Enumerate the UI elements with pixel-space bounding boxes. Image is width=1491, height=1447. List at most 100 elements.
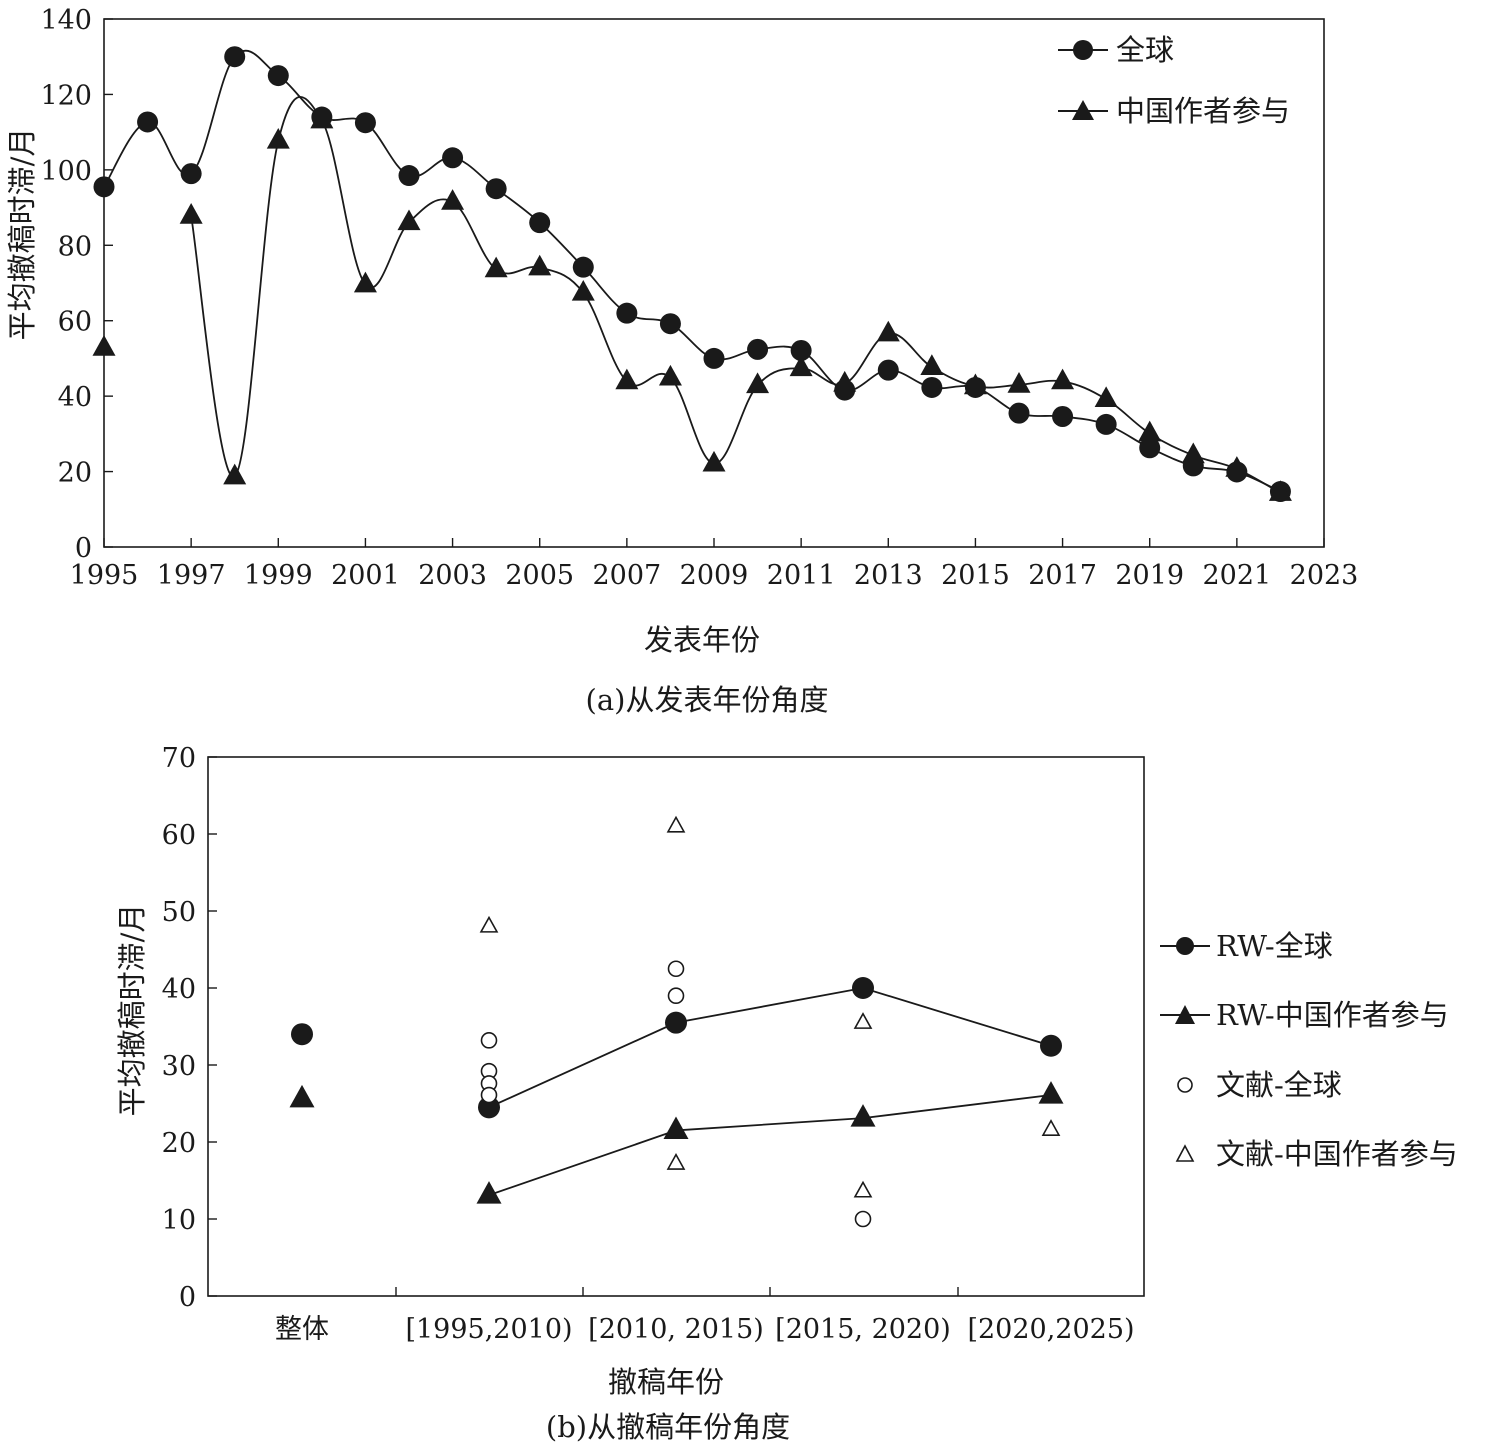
chart-a-series-1-point-2002	[397, 209, 421, 231]
chart-a-series-0-point-2014	[921, 376, 943, 398]
chart-b-series-0-point-0	[291, 1023, 313, 1046]
chart-a: 0 20 40 60 80 100 120 140 1995 1997 1999 2001 2003 2…	[5, 5, 1358, 717]
chart-a-series-1-point-2012	[833, 370, 857, 392]
chart-b-y-tick-label: 40	[162, 974, 196, 1005]
chart-b-y-ticks: 0 10 20 30 40 50 60 70	[162, 743, 217, 1313]
chart-a-series-0-point-2004	[485, 178, 507, 200]
chart-a-series-0-point-2001	[354, 112, 376, 134]
chart-b-series-0-point-3	[852, 977, 874, 999]
chart-a-series-1-point-2014	[920, 354, 944, 375]
chart-a-series-1-point-2008	[658, 364, 682, 386]
chart-b-plot-frame	[207, 756, 1145, 1297]
chart-a-series-0-point-2017	[1052, 406, 1074, 428]
chart-b-x-ticks: 整体 [1995,2010) [2010, 2015) [2015, 2020) [20…	[275, 1287, 1135, 1345]
legend-a-china-marker	[1072, 100, 1094, 120]
chart-a-series-0-point-2002	[398, 165, 420, 187]
chart-b-series-3-point-5	[1041, 1119, 1061, 1136]
chart-b-series-markers	[289, 815, 1064, 1228]
chart-b-series-1-point-3	[850, 1104, 876, 1127]
chart-a-y-tick-label: 140	[40, 5, 92, 36]
chart-b-x-axis-title: 撤稿年份	[608, 1365, 724, 1399]
chart-a-x-tick-label: 2017	[1028, 560, 1097, 591]
chart-a-series-1-point-2021	[1225, 456, 1249, 477]
chart-a-legend: 全球 中国作者参与	[1058, 33, 1290, 128]
chart-a-series-1-point-2001	[353, 271, 377, 293]
chart-a-series-1-point-2004	[484, 256, 508, 278]
chart-a-series-0-point-2016	[1008, 402, 1030, 424]
chart-a-y-tick-label: 120	[40, 80, 92, 111]
chart-a-x-tick-label: 2015	[941, 560, 1010, 591]
chart-a-series-0-point-2013	[877, 359, 899, 381]
chart-a-series-1-point-2003	[441, 189, 465, 210]
chart-a-series-1-point-1999	[266, 127, 290, 149]
chart-b-series-lines	[488, 987, 1052, 1196]
chart-a-x-tick-label: 1995	[70, 560, 139, 591]
legend-a-global-label: 全球	[1116, 33, 1174, 67]
chart-b: 0 10 20 30 40 50 60 70 整体 [1995,2010) [2010, 2015…	[115, 743, 1458, 1444]
chart-b-x-tick-label: [2015, 2020)	[775, 1314, 951, 1345]
chart-a-x-tick-label: 2003	[418, 560, 487, 591]
legend-b-lit-china-marker	[1175, 1144, 1195, 1162]
chart-a-y-tick-label: 40	[58, 382, 92, 413]
chart-a-x-axis-title: 发表年份	[644, 623, 760, 657]
chart-a-series-0-point-1997	[180, 163, 202, 185]
chart-a-series-0-point-2008	[659, 313, 681, 335]
chart-a-series-1-point-2022	[1268, 480, 1292, 501]
chart-a-series-1-point-2000	[310, 107, 334, 129]
chart-a-x-ticks: 1995 1997 1999 2001 2003 2005 2007 2009 2011 2013…	[70, 538, 1359, 591]
chart-a-series-1-point-2017	[1051, 368, 1075, 390]
chart-b-series-2-point-6	[854, 1210, 872, 1228]
chart-a-series-0-point-2010	[747, 338, 769, 360]
chart-a-series-0-point-2003	[442, 147, 464, 169]
chart-b-series-0-point-2	[665, 1011, 687, 1034]
chart-b-legend: RW-全球 RW-中国作者参与 文献-全球 文献-中国作者参与	[1160, 929, 1458, 1171]
chart-b-series-3-point-3	[853, 1012, 873, 1029]
chart-b-series-1-point-2	[663, 1116, 689, 1139]
chart-a-x-tick-label: 2009	[680, 560, 749, 591]
chart-a-x-tick-label: 2023	[1290, 560, 1359, 591]
legend-a-global-marker	[1073, 40, 1093, 60]
chart-a-x-tick-label: 2005	[505, 560, 574, 591]
chart-a-series-1-point-1998	[223, 463, 247, 485]
chart-a-series-1-point-2016	[1007, 371, 1031, 393]
chart-a-series-1-point-1997	[179, 203, 203, 224]
chart-a-series-0-point-1996	[137, 111, 159, 133]
legend-b-rw-global-label: RW-全球	[1216, 929, 1333, 963]
chart-a-series-1-line	[190, 96, 1281, 494]
chart-a-series-1-point-2010	[746, 372, 770, 394]
chart-a-series-0-point-2018	[1095, 413, 1117, 435]
chart-b-series-3-point-4	[853, 1180, 873, 1198]
chart-a-series-0-point-2005	[529, 212, 551, 234]
chart-b-series-1-point-4	[1038, 1081, 1064, 1104]
chart-b-series-2-point-3	[480, 1086, 498, 1104]
chart-a-y-tick-label: 80	[58, 231, 92, 262]
chart-b-x-tick-label: [2020,2025)	[967, 1314, 1134, 1345]
chart-a-x-tick-label: 2013	[854, 560, 923, 591]
chart-a-series-1-point-2009	[702, 450, 726, 472]
chart-b-x-tick-label: [1995,2010)	[405, 1314, 572, 1345]
legend-b-lit-global-marker	[1177, 1077, 1193, 1093]
chart-a-y-axis-title: 平均撤稿时滞/月	[5, 128, 39, 341]
chart-a-x-tick-label: 2011	[767, 560, 836, 591]
chart-b-y-tick-label: 60	[162, 820, 196, 851]
chart-a-y-tick-label: 0	[75, 533, 92, 564]
chart-b-y-tick-label: 70	[162, 743, 196, 774]
chart-a-series-0-point-2006	[572, 256, 594, 278]
chart-a-series-1-point-2007	[615, 368, 639, 390]
chart-a-x-tick-label: 2019	[1115, 560, 1184, 591]
chart-b-y-tick-label: 10	[162, 1205, 196, 1236]
chart-a-series-1-point-2020	[1181, 442, 1205, 464]
legend-b-lit-china-label: 文献-中国作者参与	[1216, 1137, 1458, 1171]
chart-a-series-1-point-1995	[92, 335, 116, 356]
chart-a-x-tick-label: 1999	[244, 560, 313, 591]
chart-b-series-3-point-1	[666, 815, 686, 833]
chart-a-series-1-point-2011	[789, 355, 813, 377]
chart-b-series-2-point-4	[667, 960, 685, 978]
chart-a-x-tick-label: 1997	[157, 560, 226, 591]
chart-b-series-1-point-0	[289, 1084, 315, 1108]
chart-a-series-markers	[92, 46, 1292, 503]
chart-a-series-0-point-2019	[1139, 437, 1161, 459]
chart-a-y-ticks: 0 20 40 60 80 100 120 140	[40, 5, 113, 564]
chart-a-x-tick-label: 2001	[331, 560, 400, 591]
chart-b-y-tick-label: 50	[162, 897, 196, 928]
